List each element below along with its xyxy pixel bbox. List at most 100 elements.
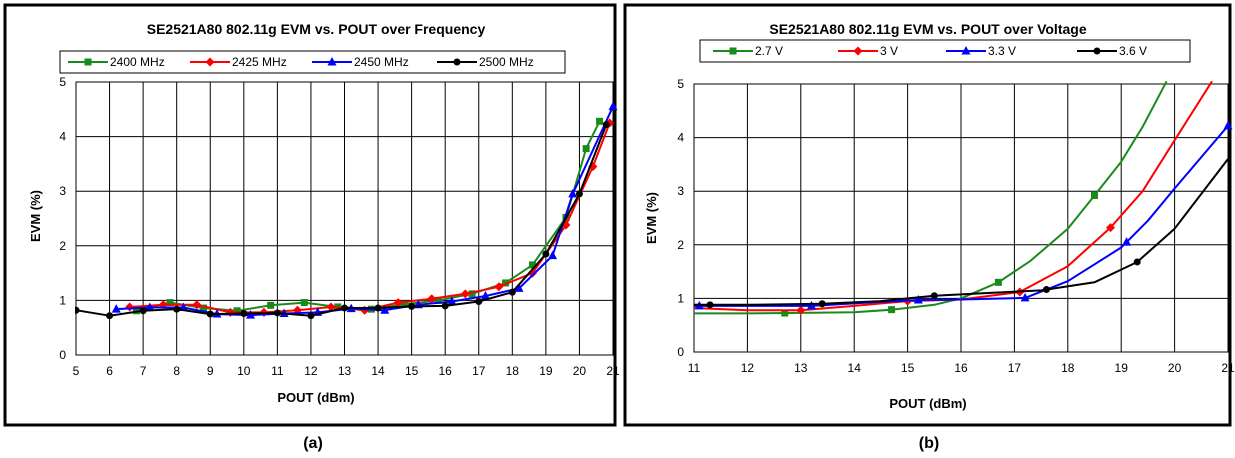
grid-b <box>693 83 1229 353</box>
data-point-marker <box>913 295 923 304</box>
legend-label: 3.6 V <box>1119 44 1147 58</box>
x-tick-label: 11 <box>688 361 701 375</box>
y-tick-label: 4 <box>59 130 66 144</box>
x-tick-label: 7 <box>140 364 147 378</box>
data-point-marker <box>706 301 714 309</box>
data-point-marker <box>568 188 578 198</box>
x-tick-label: 15 <box>901 361 915 375</box>
data-point-marker <box>502 279 510 287</box>
caption-a: (a) <box>303 435 323 452</box>
data-point-marker <box>596 117 604 125</box>
data-point-marker <box>200 304 208 312</box>
legend-label: 2450 MHz <box>354 55 409 69</box>
data-point-marker <box>468 290 476 298</box>
x-tick-label: 16 <box>439 364 453 378</box>
y-tick-label: 4 <box>677 131 684 145</box>
series-2450-mhz <box>111 101 618 319</box>
data-point-marker <box>1133 258 1141 266</box>
series-line <box>693 80 1213 312</box>
data-point-marker <box>206 310 214 318</box>
data-point-marker <box>460 289 470 299</box>
legend-label: 2400 MHz <box>110 55 165 69</box>
chart-panel-a: SE2521A80 802.11g EVM vs. POUT over Freq… <box>3 3 620 452</box>
legend-label: 2425 MHz <box>232 55 287 69</box>
data-point-marker <box>300 299 308 307</box>
data-point-marker <box>273 309 281 317</box>
legend-b: 2.7 V 3 V 3.3 V 3.6 V <box>699 39 1191 63</box>
series-2.7-v <box>694 80 1168 317</box>
data-point-marker <box>494 282 504 292</box>
data-point-marker <box>326 302 336 312</box>
data-point-marker <box>427 294 437 304</box>
legend-marker <box>205 57 215 67</box>
data-point-marker <box>994 278 1002 286</box>
x-axis-label-b: POUT (dBm) <box>889 396 966 411</box>
y-tick-label: 1 <box>59 293 66 307</box>
x-tick-label: 21 <box>1221 361 1235 375</box>
data-point-marker <box>401 300 409 308</box>
y-tick-label: 0 <box>59 348 66 362</box>
y-axis-label-a: EVM (%) <box>28 190 43 242</box>
y-tick-label: 2 <box>677 238 684 252</box>
x-tick-label: 14 <box>371 364 385 378</box>
y-tick-label: 5 <box>59 75 66 89</box>
legend-label: 3 V <box>880 44 898 58</box>
y-tick-label: 3 <box>59 184 66 198</box>
legend-box <box>699 39 1191 63</box>
data-point-marker <box>575 190 583 198</box>
x-tick-label: 17 <box>472 364 486 378</box>
x-tick-label: 9 <box>207 364 214 378</box>
legend-label: 2.7 V <box>755 44 783 58</box>
data-point-marker <box>341 304 348 312</box>
x-tick-label: 17 <box>1008 361 1022 375</box>
x-tick-label: 15 <box>405 364 419 378</box>
data-point-marker <box>192 300 202 310</box>
series-2500-mhz <box>75 121 610 320</box>
data-point-marker <box>1091 191 1098 199</box>
data-point-marker <box>139 307 147 315</box>
data-point-marker <box>441 302 449 310</box>
series-line <box>694 125 1229 307</box>
data-point-marker <box>781 309 789 317</box>
data-point-marker <box>173 305 181 313</box>
data-point-marker <box>267 301 275 309</box>
x-tick-label: 18 <box>506 364 520 378</box>
series-3.6-v <box>694 158 1229 309</box>
data-point-marker <box>818 300 826 308</box>
series-line <box>694 80 1168 315</box>
x-tick-label: 13 <box>794 361 808 375</box>
data-point-marker <box>240 310 248 318</box>
data-point-marker <box>888 306 896 314</box>
data-point-marker <box>602 121 610 129</box>
series-line <box>694 158 1229 306</box>
y-tick-label: 3 <box>677 184 684 198</box>
legend-marker <box>84 58 92 66</box>
legend-marker <box>853 46 863 56</box>
data-point-marker <box>111 304 121 313</box>
data-point-marker <box>374 304 382 312</box>
data-point-marker <box>1106 223 1116 233</box>
x-tick-label: 21 <box>606 364 620 378</box>
x-tick-label: 19 <box>539 364 553 378</box>
x-tick-label: 20 <box>1168 361 1182 375</box>
x-tick-label: 16 <box>954 361 968 375</box>
data-point-marker <box>514 283 524 292</box>
chart-title-a: SE2521A80 802.11g EVM vs. POUT over Freq… <box>147 21 486 37</box>
y-axis-label-b: EVM (%) <box>644 192 659 244</box>
series-line <box>116 106 614 317</box>
x-tick-label: 5 <box>73 364 80 378</box>
data-point-marker <box>447 296 457 305</box>
data-point-marker <box>233 307 241 315</box>
series-3.3-v <box>694 120 1233 310</box>
x-tick-label: 12 <box>741 361 755 375</box>
x-tick-label: 6 <box>106 364 113 378</box>
legend-marker <box>453 58 461 66</box>
data-point-marker <box>380 305 390 314</box>
legend-marker <box>327 57 337 66</box>
legend-marker <box>729 47 737 55</box>
x-tick-label: 12 <box>304 364 318 378</box>
data-point-marker <box>307 312 315 320</box>
data-point-marker <box>796 305 806 315</box>
data-point-marker <box>1042 286 1050 294</box>
